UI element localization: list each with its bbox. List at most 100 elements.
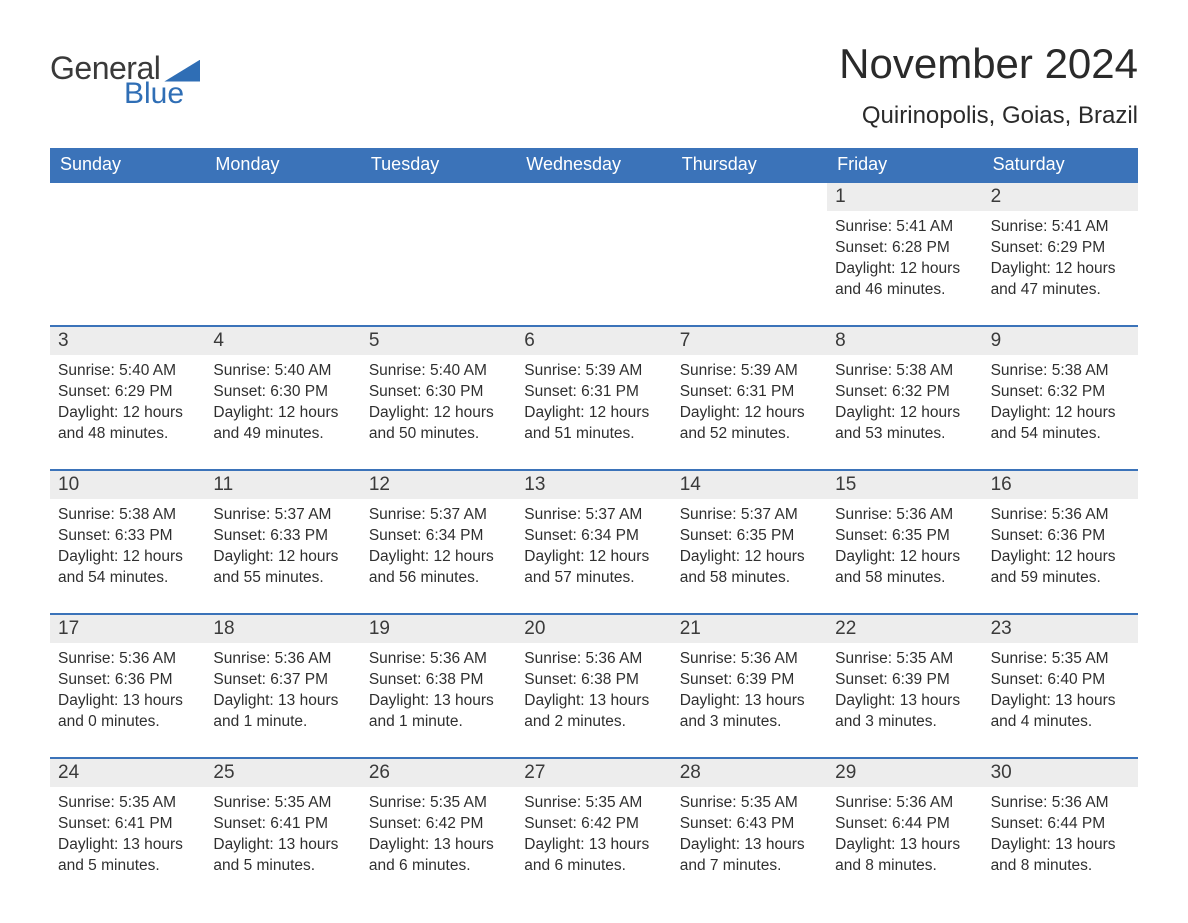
sunset-line: Sunset: 6:30 PM [369, 382, 508, 403]
daylight-line: Daylight: 12 hours and 58 minutes. [680, 547, 819, 589]
daynum-row: 12 [50, 183, 1138, 211]
day-number [672, 183, 827, 211]
day-cell: Sunrise: 5:35 AMSunset: 6:42 PMDaylight:… [361, 787, 516, 883]
sunset-line: Sunset: 6:43 PM [680, 814, 819, 835]
day-cell: Sunrise: 5:39 AMSunset: 6:31 PMDaylight:… [516, 355, 671, 451]
day-number: 16 [983, 471, 1138, 499]
daylight-line: Daylight: 12 hours and 58 minutes. [835, 547, 974, 589]
sunset-line: Sunset: 6:38 PM [524, 670, 663, 691]
day-number: 6 [516, 327, 671, 355]
sunrise-line: Sunrise: 5:35 AM [369, 793, 508, 814]
day-cell: Sunrise: 5:38 AMSunset: 6:32 PMDaylight:… [983, 355, 1138, 451]
sunset-line: Sunset: 6:40 PM [991, 670, 1130, 691]
sunrise-line: Sunrise: 5:36 AM [369, 649, 508, 670]
day-number: 13 [516, 471, 671, 499]
sunset-line: Sunset: 6:35 PM [835, 526, 974, 547]
daylight-line: Daylight: 12 hours and 57 minutes. [524, 547, 663, 589]
day-cell: Sunrise: 5:37 AMSunset: 6:34 PMDaylight:… [361, 499, 516, 595]
daylight-line: Daylight: 12 hours and 48 minutes. [58, 403, 197, 445]
day-number: 8 [827, 327, 982, 355]
daynum-row: 17181920212223 [50, 615, 1138, 643]
day-number: 7 [672, 327, 827, 355]
sunrise-line: Sunrise: 5:40 AM [369, 361, 508, 382]
day-cell: Sunrise: 5:40 AMSunset: 6:30 PMDaylight:… [205, 355, 360, 451]
sunrise-line: Sunrise: 5:36 AM [58, 649, 197, 670]
day-cell [50, 211, 205, 307]
brand-logo: General Blue [50, 50, 200, 111]
day-number: 2 [983, 183, 1138, 211]
daylight-line: Daylight: 12 hours and 55 minutes. [213, 547, 352, 589]
daylight-line: Daylight: 13 hours and 5 minutes. [58, 835, 197, 877]
day-number [205, 183, 360, 211]
location-text: Quirinopolis, Goias, Brazil [839, 102, 1138, 130]
day-cell: Sunrise: 5:36 AMSunset: 6:38 PMDaylight:… [361, 643, 516, 739]
sunrise-line: Sunrise: 5:36 AM [213, 649, 352, 670]
sunset-line: Sunset: 6:36 PM [58, 670, 197, 691]
weekday-label: Monday [205, 148, 360, 183]
sunrise-line: Sunrise: 5:37 AM [213, 505, 352, 526]
daylight-line: Daylight: 13 hours and 7 minutes. [680, 835, 819, 877]
daylight-line: Daylight: 13 hours and 4 minutes. [991, 691, 1130, 733]
weekday-header: Sunday Monday Tuesday Wednesday Thursday… [50, 148, 1138, 183]
sunrise-line: Sunrise: 5:39 AM [524, 361, 663, 382]
day-cell: Sunrise: 5:38 AMSunset: 6:32 PMDaylight:… [827, 355, 982, 451]
day-cell: Sunrise: 5:36 AMSunset: 6:36 PMDaylight:… [983, 499, 1138, 595]
daylight-line: Daylight: 13 hours and 6 minutes. [369, 835, 508, 877]
brand-blue-text: Blue [124, 77, 184, 111]
sunrise-line: Sunrise: 5:41 AM [991, 217, 1130, 238]
sunset-line: Sunset: 6:44 PM [991, 814, 1130, 835]
sunset-line: Sunset: 6:29 PM [58, 382, 197, 403]
sunrise-line: Sunrise: 5:35 AM [213, 793, 352, 814]
header: General Blue November 2024 Quirinopolis,… [50, 40, 1138, 130]
daylight-line: Daylight: 12 hours and 50 minutes. [369, 403, 508, 445]
day-cell [672, 211, 827, 307]
day-number [361, 183, 516, 211]
sunset-line: Sunset: 6:31 PM [680, 382, 819, 403]
sunset-line: Sunset: 6:41 PM [213, 814, 352, 835]
sunset-line: Sunset: 6:35 PM [680, 526, 819, 547]
day-cell [205, 211, 360, 307]
day-cell [361, 211, 516, 307]
weekday-label: Thursday [672, 148, 827, 183]
daylight-line: Daylight: 13 hours and 6 minutes. [524, 835, 663, 877]
day-number: 27 [516, 759, 671, 787]
daylight-line: Daylight: 13 hours and 5 minutes. [213, 835, 352, 877]
sunrise-line: Sunrise: 5:35 AM [835, 649, 974, 670]
sunrise-line: Sunrise: 5:35 AM [991, 649, 1130, 670]
sunrise-line: Sunrise: 5:36 AM [991, 793, 1130, 814]
sunrise-line: Sunrise: 5:37 AM [369, 505, 508, 526]
day-cell: Sunrise: 5:38 AMSunset: 6:33 PMDaylight:… [50, 499, 205, 595]
daylight-line: Daylight: 12 hours and 51 minutes. [524, 403, 663, 445]
sunrise-line: Sunrise: 5:37 AM [680, 505, 819, 526]
weekday-label: Sunday [50, 148, 205, 183]
day-number: 11 [205, 471, 360, 499]
day-number: 26 [361, 759, 516, 787]
calendar-week: 17181920212223Sunrise: 5:36 AMSunset: 6:… [50, 613, 1138, 739]
daynum-row: 3456789 [50, 327, 1138, 355]
day-number: 12 [361, 471, 516, 499]
day-number: 17 [50, 615, 205, 643]
calendar: Sunday Monday Tuesday Wednesday Thursday… [50, 148, 1138, 883]
sunset-line: Sunset: 6:33 PM [58, 526, 197, 547]
day-number: 1 [827, 183, 982, 211]
day-number: 28 [672, 759, 827, 787]
day-number: 9 [983, 327, 1138, 355]
sunset-line: Sunset: 6:34 PM [369, 526, 508, 547]
sunrise-line: Sunrise: 5:36 AM [680, 649, 819, 670]
day-number [50, 183, 205, 211]
daylight-line: Daylight: 12 hours and 54 minutes. [58, 547, 197, 589]
day-cell: Sunrise: 5:35 AMSunset: 6:43 PMDaylight:… [672, 787, 827, 883]
sunset-line: Sunset: 6:39 PM [835, 670, 974, 691]
day-number: 3 [50, 327, 205, 355]
day-number: 25 [205, 759, 360, 787]
day-cell: Sunrise: 5:39 AMSunset: 6:31 PMDaylight:… [672, 355, 827, 451]
day-number: 5 [361, 327, 516, 355]
day-cell: Sunrise: 5:35 AMSunset: 6:39 PMDaylight:… [827, 643, 982, 739]
day-number: 15 [827, 471, 982, 499]
sunset-line: Sunset: 6:42 PM [524, 814, 663, 835]
daynum-row: 24252627282930 [50, 759, 1138, 787]
sunrise-line: Sunrise: 5:36 AM [835, 793, 974, 814]
calendar-week: 3456789Sunrise: 5:40 AMSunset: 6:29 PMDa… [50, 325, 1138, 451]
day-cell: Sunrise: 5:35 AMSunset: 6:41 PMDaylight:… [205, 787, 360, 883]
sunrise-line: Sunrise: 5:40 AM [58, 361, 197, 382]
